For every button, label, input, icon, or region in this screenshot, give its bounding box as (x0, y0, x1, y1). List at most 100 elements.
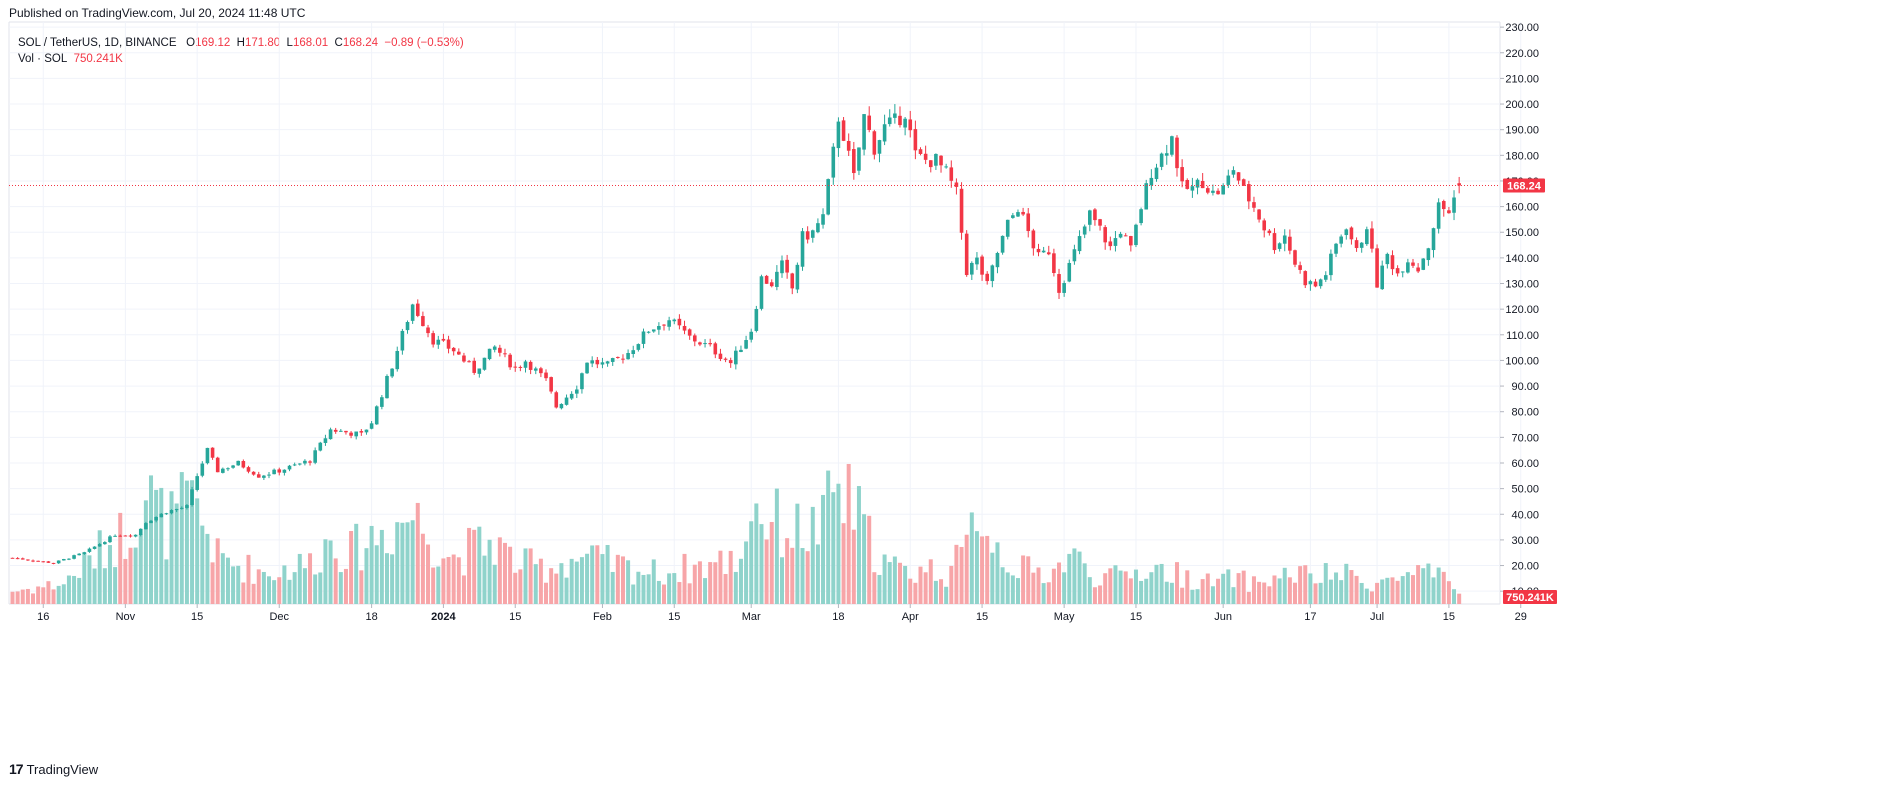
volume-label[interactable]: Vol · SOL (18, 53, 68, 65)
tradingview-logo-icon: 17 (9, 761, 24, 777)
y-tick-label: 40.00 (1511, 509, 1539, 521)
volume-bar (1364, 588, 1369, 604)
tradingview-footer[interactable]: 17 TradingView (9, 761, 98, 777)
candle-body (544, 372, 548, 379)
volume-bar (974, 531, 979, 604)
volume-bar (882, 554, 887, 604)
candle-body (1308, 281, 1313, 285)
candle-body (1323, 275, 1328, 280)
candle-body (887, 117, 892, 125)
candle-body (67, 558, 71, 560)
candle-body (492, 346, 497, 350)
candle-body (1072, 249, 1077, 262)
volume-bar (862, 514, 867, 604)
candle-body (297, 463, 302, 465)
volume-bar (831, 492, 836, 604)
volume-bar (46, 581, 51, 604)
volume-bar (1103, 573, 1108, 604)
volume-bar (415, 502, 420, 604)
candle-body (1349, 227, 1354, 240)
volume-bar (1421, 568, 1426, 604)
candle-body (857, 147, 861, 171)
candle-body (975, 257, 979, 265)
volume-bar (87, 555, 92, 604)
candle-body (682, 325, 687, 331)
volume-bar (980, 536, 985, 604)
published-caption: Published on TradingView.com, Jul 20, 20… (9, 6, 306, 20)
candle-body (1041, 250, 1046, 253)
volume-bar (682, 553, 687, 604)
candle-body (769, 282, 774, 287)
volume-bar (323, 539, 328, 604)
volume-bar (538, 558, 543, 604)
volume-bar (1062, 572, 1067, 604)
y-tick-label: 80.00 (1511, 407, 1539, 419)
candle-body (672, 319, 677, 322)
volume-bars (10, 463, 1462, 604)
y-tick-label: 160.00 (1505, 202, 1539, 214)
candle-body (790, 273, 795, 289)
high-value: 171.80 (244, 37, 281, 49)
volume-bar (82, 552, 87, 604)
candle-body (1354, 240, 1359, 249)
volume-bar (1354, 575, 1359, 604)
volume-bar (913, 582, 918, 604)
volume-bar (672, 573, 677, 604)
volume-bar (1098, 585, 1103, 604)
x-tick-label: Jul (1370, 611, 1384, 623)
candle-body (1052, 253, 1056, 273)
candle-body (1221, 185, 1225, 195)
volume-bar (631, 584, 636, 604)
candle-body (928, 160, 933, 168)
volume-bar (815, 544, 820, 604)
candle-body (221, 468, 225, 473)
volume-bar (225, 557, 230, 604)
candle-body (821, 214, 825, 225)
candle-body (467, 361, 471, 363)
volume-bar (826, 470, 831, 604)
candle-body (646, 331, 651, 333)
candle-body (723, 358, 728, 360)
candle-body (1088, 210, 1092, 225)
time-axis[interactable]: 16 Nov 15 Dec 18 2024 15 Feb 15 Mar 18 Apr 15 May 15 Ju… (37, 604, 1527, 623)
volume-bar (1282, 567, 1287, 604)
candle-body (1077, 236, 1082, 252)
volume-row: Vol · SOL 750.241K (18, 51, 464, 67)
volume-bar (697, 561, 702, 604)
volume-bar (795, 503, 800, 604)
axis-badges: 168.24 750.241K (1503, 178, 1557, 604)
volume-bar (1441, 571, 1446, 604)
volume-bar (641, 574, 646, 604)
volume-bar (656, 580, 661, 604)
volume-bar (1118, 570, 1123, 604)
volume-bar (1251, 576, 1256, 604)
candle-body (1113, 238, 1118, 246)
volume-bar (502, 542, 507, 604)
candle-body (308, 461, 312, 463)
open-value: 169.12 (195, 37, 231, 49)
x-tick-label: 18 (832, 611, 844, 623)
volume-bar (646, 574, 651, 604)
volume-bar (482, 555, 487, 604)
volume-bar (400, 522, 405, 604)
price-axis[interactable]: 230.00220.00210.00200.00190.00180.00170.… (1500, 22, 1539, 598)
volume-bar (420, 533, 425, 604)
candle-body (169, 510, 174, 514)
volume-bar (195, 498, 200, 604)
volume-bar (1041, 583, 1046, 604)
volume-bar (944, 586, 949, 604)
candle-body (1154, 167, 1159, 180)
volume-bar (1128, 578, 1133, 604)
volume-bar (1051, 568, 1056, 604)
candle-body (441, 338, 446, 341)
x-tick-label: 29 (1515, 611, 1527, 623)
candle-body (503, 353, 507, 355)
volume-bar (66, 575, 71, 604)
candle-body (421, 316, 425, 327)
volume-bar (1323, 563, 1328, 604)
candle-body (554, 392, 559, 408)
x-tick-label: 15 (191, 611, 203, 623)
symbol-label[interactable]: SOL / TetherUS, 1D, BINANCE (18, 37, 177, 49)
y-tick-label: 100.00 (1505, 355, 1539, 367)
